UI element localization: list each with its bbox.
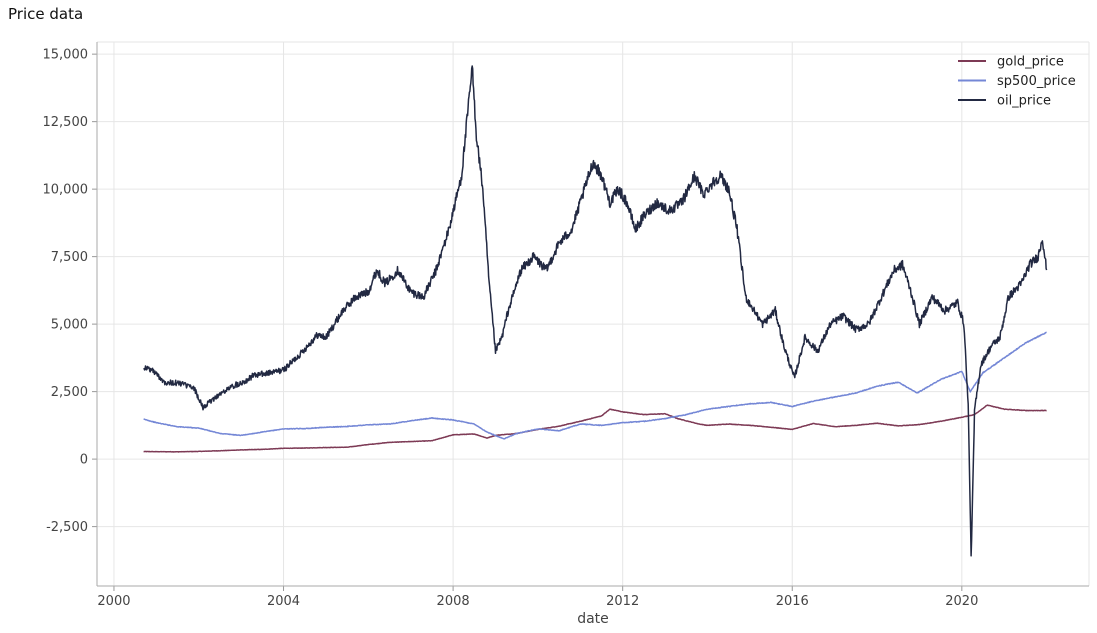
x-tick-label: 2004: [267, 594, 300, 609]
series-line-gold-price: [143, 404, 1047, 453]
x-tick-label: 2016: [776, 594, 809, 609]
legend-label: oil_price: [997, 94, 1051, 109]
series-line-oil-price: [143, 65, 1048, 557]
y-tick-label: 12,500: [43, 115, 89, 130]
x-tick-label: 2020: [945, 594, 978, 609]
y-tick-label: 5,000: [51, 318, 88, 333]
series-line-sp500-price: [143, 331, 1047, 440]
y-tick-label: 10,000: [43, 183, 89, 198]
x-tick-label: 2008: [437, 594, 470, 609]
series-layer: [143, 65, 1048, 557]
y-tick-label: 7,500: [51, 250, 88, 265]
y-tick-label: 2,500: [51, 385, 88, 400]
legend: gold_price sp500_price oil_price: [958, 55, 1076, 109]
legend-label: sp500_price: [997, 74, 1076, 89]
chart-title: Price data: [8, 5, 84, 23]
grid-layer: [97, 41, 1090, 586]
y-tick-label: 0: [80, 453, 88, 468]
x-tick-label: 2000: [97, 594, 130, 609]
axes-layer: -2,500 0 2,500 5,000 7,500 10,000 12,500 15,000…: [43, 42, 1089, 609]
x-tick-label: 2012: [606, 594, 639, 609]
y-tick-label: -2,500: [46, 520, 88, 535]
y-tick-label: 15,000: [43, 48, 89, 63]
legend-label: gold_price: [997, 55, 1064, 70]
x-axis-title: date: [577, 611, 609, 627]
